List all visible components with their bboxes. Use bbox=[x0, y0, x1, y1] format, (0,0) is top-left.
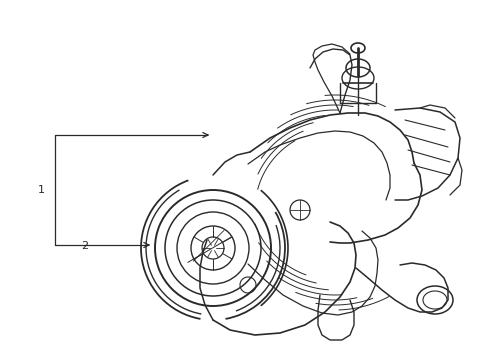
Text: 2: 2 bbox=[81, 241, 88, 251]
Text: 1: 1 bbox=[38, 185, 44, 195]
